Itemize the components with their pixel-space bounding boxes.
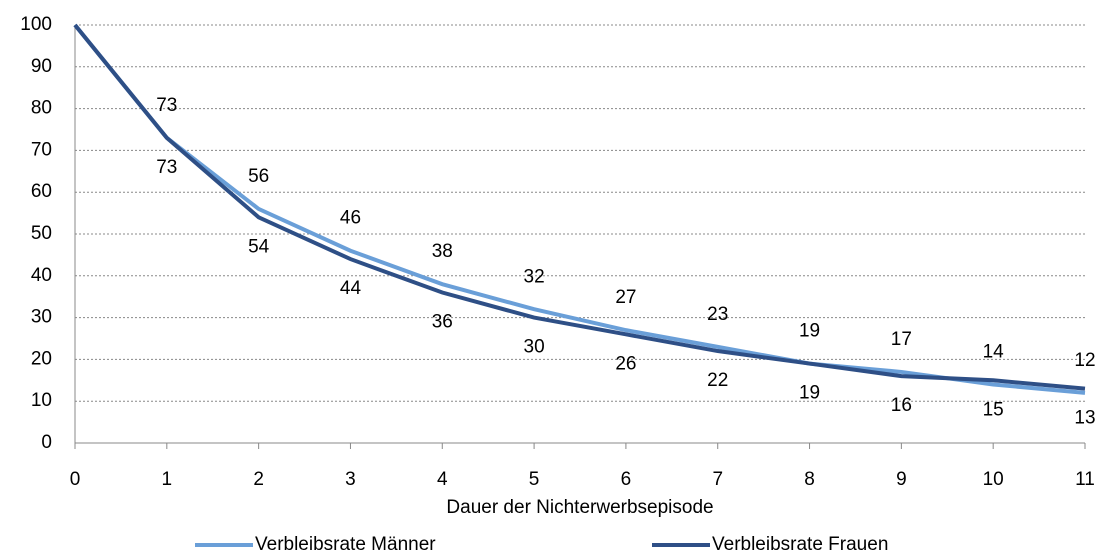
y-tick-label: 90 xyxy=(31,56,52,77)
legend-label: Verbleibsrate Männer xyxy=(255,534,436,554)
x-tick-label: 9 xyxy=(896,469,907,490)
data-label: 23 xyxy=(707,304,728,325)
y-tick-label: 60 xyxy=(31,181,52,202)
data-label: 32 xyxy=(524,266,545,287)
y-tick-label: 0 xyxy=(41,432,52,453)
data-label: 56 xyxy=(248,166,269,187)
y-tick-label: 50 xyxy=(31,223,52,244)
x-tick-label: 5 xyxy=(529,469,540,490)
data-label: 14 xyxy=(983,341,1005,362)
data-label: 13 xyxy=(1074,408,1095,429)
data-label: 54 xyxy=(248,236,270,257)
data-label: 19 xyxy=(799,321,820,342)
data-label: 44 xyxy=(340,278,362,299)
data-label: 16 xyxy=(891,395,912,416)
x-tick-label: 3 xyxy=(345,469,356,490)
x-tick-label: 1 xyxy=(162,469,173,490)
y-tick-label: 30 xyxy=(31,307,52,328)
data-label: 19 xyxy=(799,383,820,404)
y-tick-label: 10 xyxy=(31,390,52,411)
x-tick-label: 7 xyxy=(712,469,723,490)
x-tick-label: 11 xyxy=(1075,469,1095,490)
data-label: 38 xyxy=(432,241,453,262)
x-tick-label: 4 xyxy=(437,469,448,490)
data-label: 26 xyxy=(615,353,636,374)
y-tick-label: 40 xyxy=(31,265,52,286)
x-tick-label: 8 xyxy=(804,469,815,490)
y-tick-label: 80 xyxy=(31,98,52,119)
y-tick-label: 100 xyxy=(20,14,52,35)
data-label: 22 xyxy=(707,370,728,391)
data-label: 46 xyxy=(340,208,361,229)
data-label: 15 xyxy=(983,399,1004,420)
legend-label: Verbleibsrate Frauen xyxy=(712,534,888,554)
x-tick-label: 2 xyxy=(253,469,264,490)
data-label: 30 xyxy=(524,337,545,358)
y-tick-label: 20 xyxy=(31,348,52,369)
x-tick-label: 0 xyxy=(70,469,81,490)
data-label: 17 xyxy=(891,329,912,350)
x-tick-label: 10 xyxy=(983,469,1004,490)
series-line xyxy=(73,23,1086,395)
data-label: 73 xyxy=(156,157,177,178)
series-line xyxy=(73,23,1086,391)
x-axis-label: Dauer der Nichterwerbsepisode xyxy=(446,497,713,518)
data-label: 27 xyxy=(615,287,636,308)
data-label: 36 xyxy=(432,312,453,333)
y-tick-label: 70 xyxy=(31,139,52,160)
data-label: 12 xyxy=(1074,350,1095,371)
data-label: 73 xyxy=(156,95,177,116)
x-tick-label: 6 xyxy=(621,469,632,490)
